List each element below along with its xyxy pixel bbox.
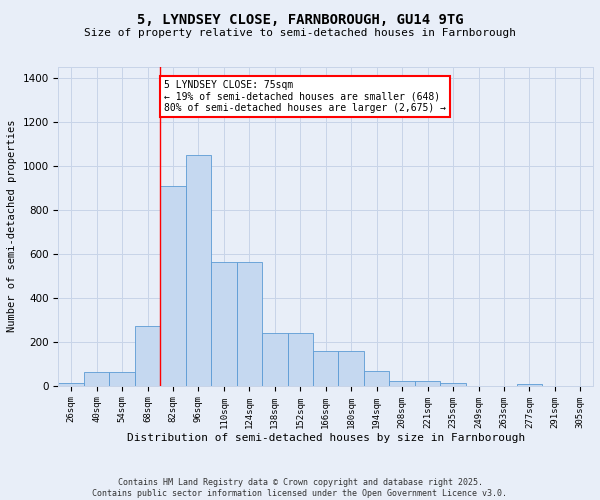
Bar — [84, 372, 109, 386]
Bar — [262, 333, 287, 386]
Bar — [440, 384, 466, 386]
Bar — [135, 326, 160, 386]
Bar — [389, 381, 415, 386]
Bar — [313, 352, 338, 386]
Bar — [364, 371, 389, 386]
Bar — [338, 352, 364, 386]
Bar — [287, 333, 313, 386]
X-axis label: Distribution of semi-detached houses by size in Farnborough: Distribution of semi-detached houses by … — [127, 433, 525, 443]
Bar — [160, 186, 186, 386]
Y-axis label: Number of semi-detached properties: Number of semi-detached properties — [7, 120, 17, 332]
Bar — [186, 155, 211, 386]
Bar — [211, 262, 236, 386]
Bar — [415, 381, 440, 386]
Bar — [58, 384, 84, 386]
Bar — [517, 384, 542, 386]
Text: 5 LYNDSEY CLOSE: 75sqm
← 19% of semi-detached houses are smaller (648)
80% of se: 5 LYNDSEY CLOSE: 75sqm ← 19% of semi-det… — [164, 80, 446, 114]
Bar — [109, 372, 135, 386]
Text: 5, LYNDSEY CLOSE, FARNBOROUGH, GU14 9TG: 5, LYNDSEY CLOSE, FARNBOROUGH, GU14 9TG — [137, 12, 463, 26]
Text: Contains HM Land Registry data © Crown copyright and database right 2025.
Contai: Contains HM Land Registry data © Crown c… — [92, 478, 508, 498]
Bar — [236, 262, 262, 386]
Text: Size of property relative to semi-detached houses in Farnborough: Size of property relative to semi-detach… — [84, 28, 516, 38]
